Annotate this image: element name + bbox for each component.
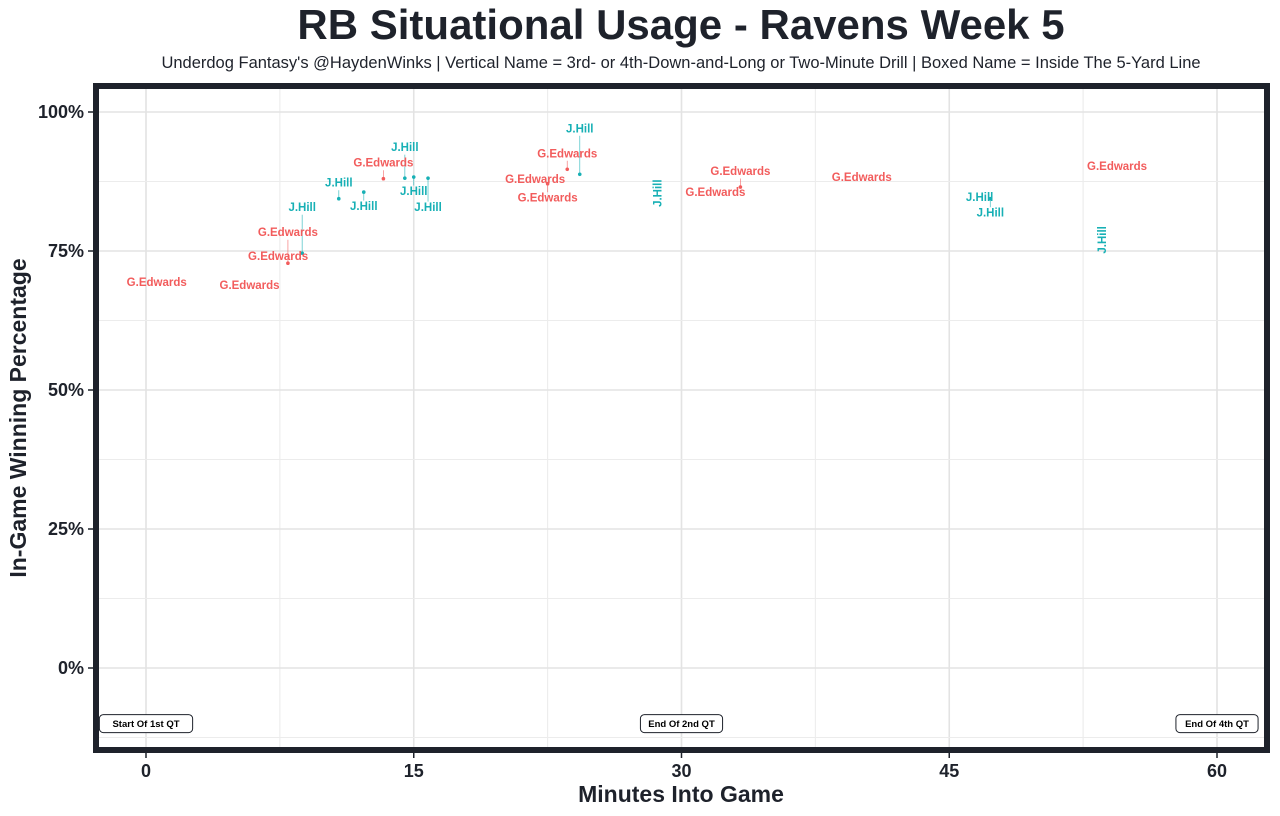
point-label-gedwards: G.Edwards — [219, 280, 279, 292]
point-label-gedwards: G.Edwards — [832, 172, 892, 184]
x-tick-label: 60 — [1207, 761, 1227, 781]
annotations: Start Of 1st QT End Of 2nd QT End Of 4th Q… — [98, 714, 1259, 734]
data-point-marker — [577, 172, 582, 177]
data-points: G.Edwards G.EdwardsG.EdwardsG.EdwardsJ.Hi… — [127, 123, 1147, 292]
data-point-marker — [738, 185, 743, 189]
point-label-gedwards: G.Edwards — [505, 174, 565, 186]
point-label-gedwards: G.Edwards — [685, 187, 745, 199]
point-label-jhill: J.Hill — [1097, 226, 1109, 253]
point-label-jhill: J.Hill — [566, 123, 593, 135]
point-label-gedwards: G.Edwards — [537, 148, 597, 160]
point-label-gedwards: G.Edwards — [1087, 161, 1147, 173]
x-tick-label: 45 — [939, 761, 959, 781]
data-point-marker — [286, 261, 290, 266]
quarter-annotation: Start Of 1st QT — [98, 714, 194, 734]
point-label-gedwards: G.Edwards — [353, 158, 413, 170]
point-label-gedwards: G.Edwards — [258, 227, 318, 239]
x-tick-label: 15 — [404, 761, 424, 781]
point-label-gedwards: G.Edwards — [127, 277, 187, 289]
quarter-annotation: End Of 2nd QT — [639, 714, 724, 734]
data-point-marker — [545, 181, 550, 186]
x-axis-title: Minutes Into Game — [578, 781, 784, 807]
y-axis-title: In-Game Winning Percentage — [5, 258, 31, 577]
data-point-marker — [565, 167, 570, 172]
quarter-annotation-label: End Of 2nd QT — [648, 719, 715, 730]
x-axis: 0 15 30 45 60 — [141, 753, 1227, 781]
quarter-annotation-label: Start Of 1st QT — [112, 719, 179, 730]
data-point-marker — [361, 190, 366, 194]
label-leaders — [286, 135, 993, 266]
x-tick-label: 30 — [671, 761, 691, 781]
point-label-gedwards: G.Edwards — [248, 251, 308, 263]
quarter-annotation-box — [98, 714, 194, 734]
data-point-marker — [336, 196, 341, 201]
data-point-marker — [300, 251, 304, 256]
grid — [99, 89, 1264, 747]
point-label-jhill: J.Hill — [288, 202, 315, 214]
y-tick-label: 75% — [48, 241, 84, 261]
point-label-jhill: J.Hill — [400, 186, 427, 198]
quarter-annotation-box — [639, 714, 724, 734]
y-tick-label: 25% — [48, 519, 84, 539]
y-tick-label: 100% — [38, 102, 84, 122]
data-point-marker — [411, 175, 416, 179]
chart-title: RB Situational Usage - Ravens Week 5 — [297, 1, 1064, 48]
point-label-jhill: J.Hill — [350, 201, 377, 213]
data-point-marker — [988, 196, 993, 201]
quarter-annotation-label: End Of 4th QT — [1185, 719, 1249, 730]
y-axis: 0% 25% 50% 75% 100% — [38, 102, 93, 678]
quarter-annotation: End Of 4th QT — [1175, 714, 1259, 734]
x-tick-label: 0 — [141, 761, 151, 781]
point-label-jhill: J.Hill — [652, 179, 664, 206]
data-point-marker — [381, 176, 386, 181]
y-tick-label: 50% — [48, 380, 84, 400]
point-label-jhill: J.Hill — [966, 192, 993, 204]
data-point-marker — [426, 176, 430, 180]
quarter-annotation-box — [1175, 714, 1259, 734]
data-point-marker — [403, 176, 407, 180]
chart-subtitle: Underdog Fantasy's @HaydenWinks | Vertic… — [161, 54, 1200, 72]
y-tick-label: 0% — [58, 658, 84, 678]
point-label-jhill: J.Hill — [391, 142, 418, 154]
point-label-jhill: J.Hill — [977, 208, 1004, 220]
plot-frame — [93, 83, 1270, 753]
point-label-jhill: J.Hill — [325, 178, 352, 190]
point-label-jhill: J.Hill — [414, 202, 441, 214]
point-label-gedwards: G.Edwards — [518, 193, 578, 205]
point-label-gedwards: G.Edwards — [710, 166, 770, 178]
